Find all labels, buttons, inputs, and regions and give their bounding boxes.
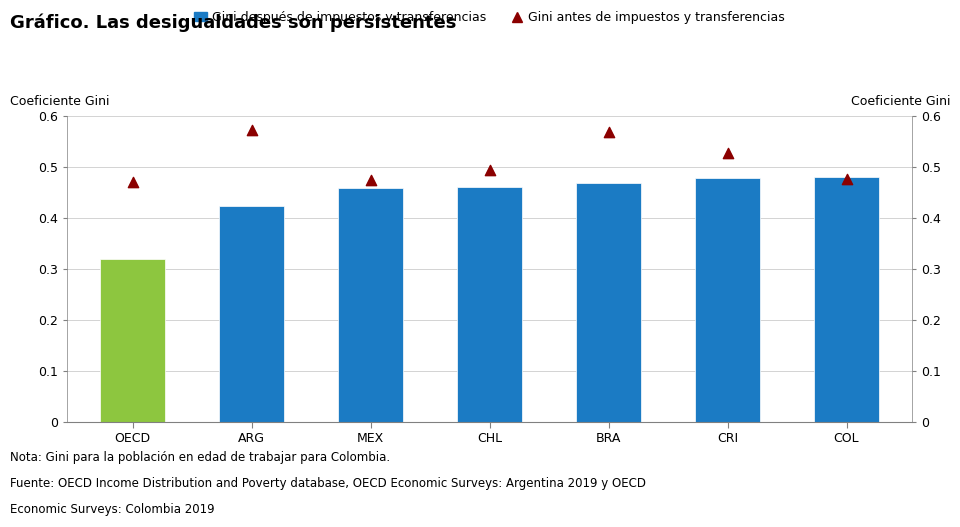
Bar	[576, 183, 641, 422]
Bar	[100, 259, 165, 422]
Point	[839, 174, 854, 183]
Text: Coeficiente Gini: Coeficiente Gini	[10, 95, 109, 108]
Bar	[814, 177, 879, 422]
Text: Fuente: OECD Income Distribution and Poverty database, OECD Economic Surveys: Ar: Fuente: OECD Income Distribution and Pov…	[10, 477, 645, 490]
Point	[601, 128, 616, 136]
Legend: Gini después de impuestos y transferencias, Gini antes de impuestos y transferen: Gini después de impuestos y transferenci…	[189, 6, 790, 29]
Bar	[219, 206, 284, 422]
Text: Economic Surveys: Colombia 2019: Economic Surveys: Colombia 2019	[10, 503, 214, 516]
Bar	[457, 187, 522, 422]
Text: Gráfico. Las desigualdades son persistentes: Gráfico. Las desigualdades son persisten…	[10, 13, 456, 32]
Point	[720, 149, 735, 158]
Point	[363, 176, 378, 184]
Text: Coeficiente Gini: Coeficiente Gini	[851, 95, 950, 108]
Text: Nota: Gini para la población en edad de trabajar para Colombia.: Nota: Gini para la población en edad de …	[10, 451, 390, 464]
Point	[482, 165, 497, 174]
Point	[244, 126, 259, 134]
Bar	[338, 188, 403, 422]
Bar	[695, 178, 760, 422]
Point	[125, 178, 140, 187]
